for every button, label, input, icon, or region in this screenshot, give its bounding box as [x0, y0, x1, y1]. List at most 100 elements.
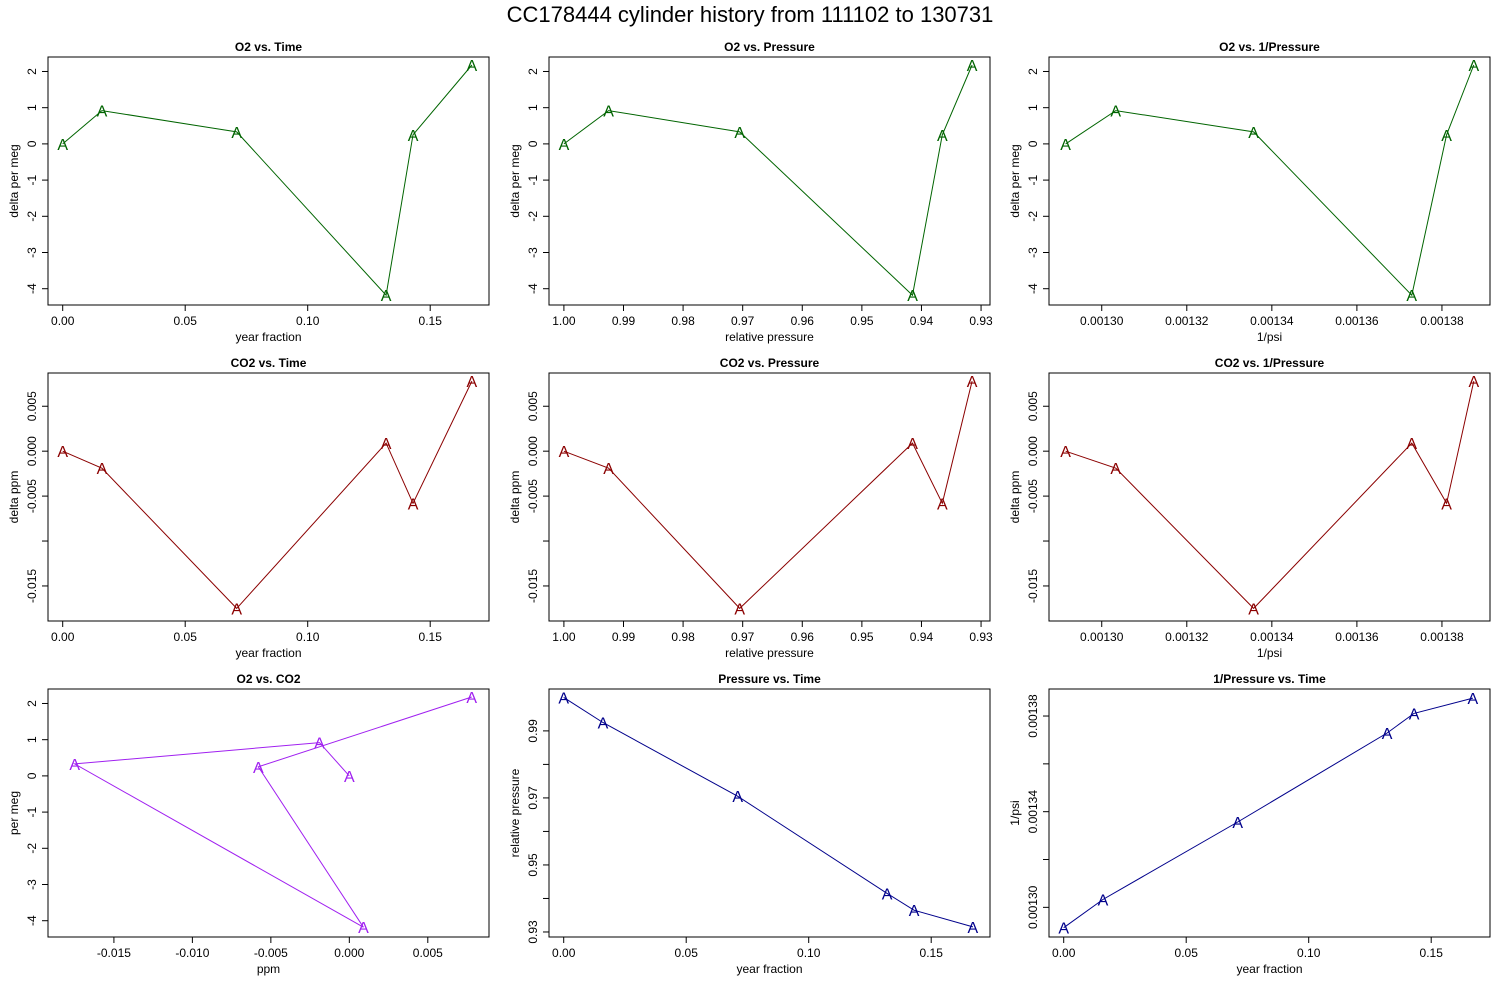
y-tick-label: 0.005 [1026, 391, 1040, 421]
x-axis-label: year fraction [235, 646, 301, 660]
y-tick-label: 2 [25, 700, 39, 707]
x-tick-label: 0.95 [850, 630, 874, 644]
y-tick-label: 2 [1026, 68, 1040, 75]
y-axis-label: per meg [7, 791, 21, 835]
panel-6: CO2 vs. 1/Pressure 0.00130 0.00132 0.00134 0… [1008, 356, 1491, 660]
x-tick-label: 0.005 [413, 946, 443, 960]
data-point: A [467, 374, 478, 391]
y-tick-label: 0.93 [526, 920, 540, 944]
y-tick-label: -2 [25, 843, 39, 854]
x-tick-label: 0.96 [791, 314, 815, 328]
y-tick-label: -2 [1026, 211, 1040, 222]
data-point: A [1060, 137, 1071, 154]
y-tick-label: -0.015 [25, 569, 39, 603]
x-tick-label: 0.00130 [1080, 630, 1124, 644]
series-line [563, 696, 974, 928]
panel-2: O2 vs. Pressure 1.00 0.99 0.98 0.97 0.96 0.95 0… [508, 40, 993, 344]
data-point: A [937, 496, 948, 513]
y-tick-label: 0 [526, 140, 540, 147]
y-tick-label: -4 [25, 283, 39, 294]
plot-frame [47, 372, 490, 622]
data-point: A [1110, 104, 1121, 121]
y-tick-label: 0 [25, 140, 39, 147]
y-tick-label: 0 [1026, 140, 1040, 147]
panel-1: O2 vs. Time 0.00 0.05 0.10 0.15 -4 -3 -2 -1 0 1 2 ye… [7, 40, 490, 344]
panel-7: O2 vs. CO2 -0.015 -0.010 -0.005 0.000 0.005 -4… [7, 672, 490, 976]
y-tick-label: 0.97 [526, 786, 540, 810]
x-tick-label: 0.05 [174, 630, 198, 644]
x-tick-label: 0.94 [910, 314, 934, 328]
y-tick-label: -3 [1026, 247, 1040, 258]
x-tick-label: 0.96 [791, 630, 815, 644]
y-tick-label: -2 [25, 211, 39, 222]
panel-9: 1/Pressure vs. Time 0.00 0.05 0.10 0.15 0.001… [1008, 672, 1491, 976]
data-point: A [1468, 691, 1479, 708]
plot-frame [47, 688, 490, 938]
x-tick-label: 0.10 [1297, 946, 1321, 960]
data-point: A [1232, 815, 1243, 832]
y-tick-label: -1 [25, 174, 39, 185]
x-tick-label: 0.00134 [1250, 314, 1294, 328]
data-point: A [559, 137, 570, 154]
y-axis-label: delta ppm [7, 471, 21, 524]
data-point: A [1060, 444, 1071, 461]
y-tick-label: -4 [25, 915, 39, 926]
panel-4: CO2 vs. Time 0.00 0.05 0.10 0.15 -0.015 -0.005… [7, 356, 490, 660]
x-axis-label: year fraction [736, 962, 802, 976]
panel-title: CO2 vs. Time [231, 356, 307, 370]
x-axis-label: relative pressure [725, 646, 814, 660]
y-tick-label: -3 [526, 247, 540, 258]
panel-5: CO2 vs. Pressure 1.00 0.99 0.98 0.97 0.96 0.95… [508, 356, 993, 660]
panel-title: CO2 vs. 1/Pressure [1215, 356, 1325, 370]
data-point: A [558, 690, 569, 707]
x-tick-label: 0.94 [910, 630, 934, 644]
x-tick-label: 1.00 [552, 630, 576, 644]
data-point: A [57, 137, 68, 154]
x-tick-label: 0.97 [731, 314, 755, 328]
x-tick-label: 0.98 [671, 314, 695, 328]
x-tick-label: -0.015 [97, 946, 131, 960]
y-tick-label: -0.005 [25, 479, 39, 513]
data-point: A [1409, 706, 1420, 723]
data-point: A [1110, 461, 1121, 478]
x-axis-label: 1/psi [1257, 646, 1282, 660]
data-point: A [967, 58, 978, 75]
panel-title: Pressure vs. Time [718, 672, 821, 686]
data-point: A [231, 601, 242, 618]
y-tick-label: -0.005 [526, 479, 540, 513]
data-point: A [408, 496, 419, 513]
y-tick-label: -3 [25, 879, 39, 890]
y-axis-label: delta ppm [508, 471, 522, 524]
data-point: A [466, 690, 477, 707]
plot-frame [548, 372, 991, 622]
panel-title: O2 vs. CO2 [236, 672, 300, 686]
y-tick-label: -0.015 [1026, 569, 1040, 603]
plot-frame [1048, 56, 1491, 306]
panel-title: CO2 vs. Pressure [720, 356, 820, 370]
y-tick-label: 0.99 [526, 719, 540, 743]
panel-8: Pressure vs. Time 0.00 0.05 0.10 0.15 0.93 0.9… [508, 672, 991, 976]
data-point: A [1058, 921, 1069, 938]
y-tick-label: -3 [25, 247, 39, 258]
x-tick-label: 0.00 [552, 946, 576, 960]
data-point: A [1406, 436, 1417, 453]
x-tick-label: 0.05 [1175, 946, 1199, 960]
data-point: A [967, 374, 978, 391]
y-tick-label: 1 [25, 736, 39, 743]
y-tick-label: 1 [25, 104, 39, 111]
series-line [1065, 64, 1475, 297]
y-tick-label: -1 [1026, 174, 1040, 185]
series-line [563, 380, 973, 610]
data-point: A [1441, 496, 1452, 513]
x-tick-label: 0.10 [797, 946, 821, 960]
data-point: A [734, 125, 745, 142]
panel-title: 1/Pressure vs. Time [1213, 672, 1326, 686]
y-tick-label: 0.000 [526, 436, 540, 466]
y-axis-label: delta ppm [1008, 471, 1022, 524]
data-point: A [381, 288, 392, 305]
x-tick-label: 0.99 [612, 630, 636, 644]
data-point: A [603, 461, 614, 478]
x-axis-label: 1/psi [1257, 330, 1282, 344]
x-tick-label: 0.98 [671, 630, 695, 644]
x-tick-label: 0.15 [920, 946, 944, 960]
